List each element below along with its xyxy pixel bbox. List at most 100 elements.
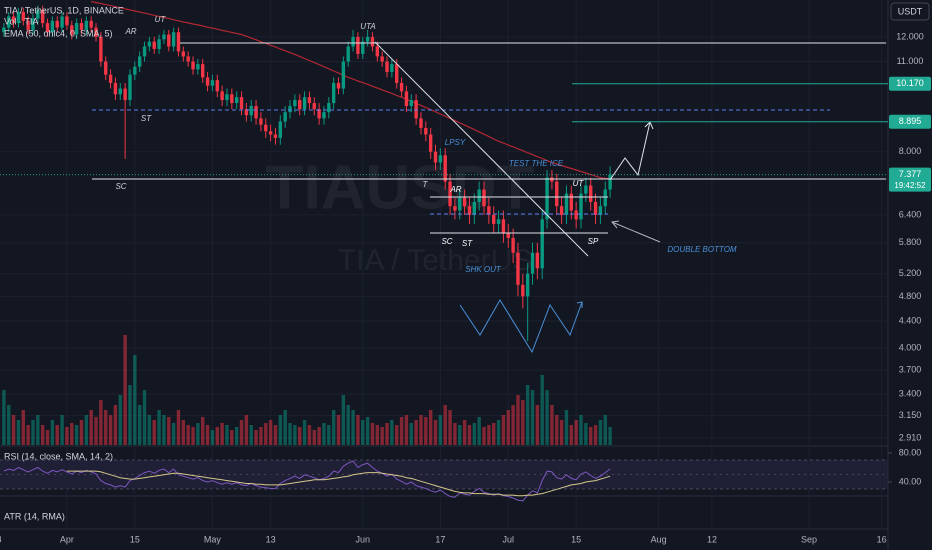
candle-body <box>540 219 544 269</box>
candle-body <box>283 112 287 122</box>
candle-body <box>118 88 122 95</box>
candle-body <box>545 177 549 220</box>
trend-line <box>374 41 589 257</box>
level-label-box <box>889 76 931 91</box>
level-label: 10.170 <box>896 78 924 88</box>
rsi-line <box>3 460 611 502</box>
candle-body <box>487 206 491 215</box>
volume-bar <box>365 417 370 445</box>
volume-bar <box>458 425 462 445</box>
volume-bar <box>171 423 176 445</box>
volume-bar <box>278 415 283 445</box>
projection <box>609 121 651 181</box>
candle-body <box>501 219 506 234</box>
candle-body <box>31 18 35 30</box>
x-tick-label: 12 <box>707 534 717 544</box>
volume-bar <box>385 423 389 445</box>
volume-bar <box>137 405 142 445</box>
volume-bar <box>312 430 316 445</box>
level-label: 8.895 <box>899 116 922 126</box>
y-tick-label: 4.000 <box>899 342 922 352</box>
x-tick-label: 8 <box>0 534 2 544</box>
rsi-ma-line <box>66 470 611 497</box>
candle-body <box>152 41 156 49</box>
rsi-tick-label: 40.00 <box>899 476 922 486</box>
indicator-rsi: RSI (14, close, SMA, 14, 2) <box>4 451 113 461</box>
candle-body <box>399 82 404 92</box>
candle-body <box>113 82 118 95</box>
volume-bar <box>288 423 292 445</box>
ema-line <box>91 0 611 180</box>
volume-bar <box>196 423 200 445</box>
last-price-box <box>889 167 931 192</box>
volume-bar <box>540 375 544 445</box>
candle-body <box>574 210 578 220</box>
candle-body <box>273 134 278 138</box>
currency[interactable]: USDT <box>898 6 923 16</box>
candle-body <box>428 134 433 152</box>
volume-bar <box>598 420 603 445</box>
candle-body <box>234 97 239 104</box>
volume-bar <box>7 405 11 445</box>
currency-box[interactable] <box>890 2 930 21</box>
volume-bar <box>443 405 447 445</box>
volume-bar <box>60 415 64 445</box>
candle-body <box>365 36 370 42</box>
candle-body <box>506 233 510 238</box>
volume-bar <box>327 425 331 445</box>
x-tick-label: 15 <box>571 534 581 544</box>
volume-bar <box>564 410 569 445</box>
candle-body <box>482 189 486 207</box>
volume-bar <box>589 427 593 445</box>
drawings <box>92 41 886 354</box>
volume-bar <box>293 425 297 445</box>
candle-body <box>65 16 69 26</box>
y-tick-label: 2.910 <box>899 432 922 442</box>
volume-bar <box>516 395 520 445</box>
volume-bar <box>234 427 239 445</box>
candle-body <box>453 206 457 211</box>
volume-bar <box>123 335 127 445</box>
volume-bar <box>40 425 45 445</box>
candle-body <box>346 46 350 62</box>
volume-bar <box>21 410 25 445</box>
candle-body <box>36 9 40 19</box>
candle-body <box>419 118 423 128</box>
candle-body <box>230 94 234 104</box>
x-tick-label: Aug <box>651 534 667 544</box>
volume-bar <box>506 410 510 445</box>
pointer-arrow <box>611 220 620 229</box>
volume-bar <box>244 415 249 445</box>
candle-body <box>278 121 283 138</box>
annotation: UTA <box>360 22 375 31</box>
y-tick-label: 4.800 <box>899 291 922 301</box>
candle-body <box>298 100 302 110</box>
candle-body <box>196 64 200 70</box>
candle-body <box>99 36 103 62</box>
volume-bar <box>428 410 433 445</box>
x-tick-label: May <box>204 534 222 544</box>
candle-body <box>516 252 520 285</box>
volume-bar <box>574 420 578 445</box>
candle-body <box>462 197 467 207</box>
volume-bar <box>322 423 326 445</box>
x-tick-label: Jun <box>356 534 371 544</box>
price-axis <box>888 0 932 550</box>
y-tick-label: 5.800 <box>899 237 922 247</box>
volume-bar <box>409 423 413 445</box>
volume-bar <box>118 395 122 445</box>
candle-body <box>50 20 55 33</box>
volume-bar <box>545 390 549 445</box>
candle-body <box>424 127 428 135</box>
volume-bar <box>225 425 229 445</box>
y-tick-label: 5.200 <box>899 268 922 278</box>
candle-body <box>104 61 108 75</box>
candle-body <box>210 80 215 86</box>
candle-body <box>89 20 93 28</box>
volume-bar <box>2 390 6 445</box>
volume-bar <box>370 423 375 445</box>
volume-bar <box>477 417 481 445</box>
candle-body <box>351 36 355 47</box>
annotation: DOUBLE BOTTOM <box>667 245 737 254</box>
